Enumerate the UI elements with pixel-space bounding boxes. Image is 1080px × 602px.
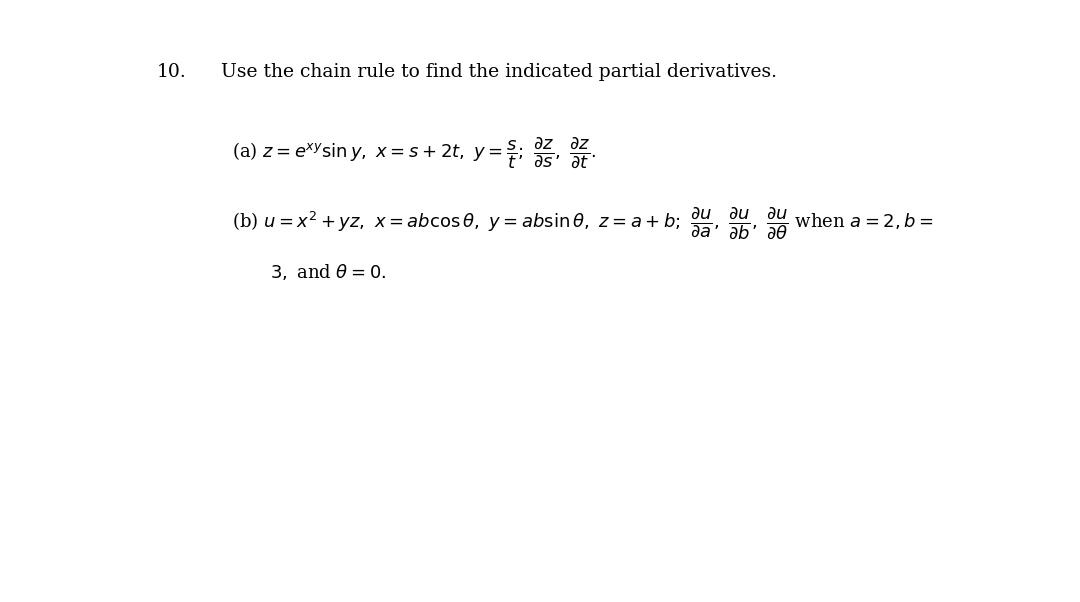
Text: Use the chain rule to find the indicated partial derivatives.: Use the chain rule to find the indicated… xyxy=(221,63,778,81)
Text: (b) $u = x^2 + yz,\ x = ab\cos\theta,\ y = ab\sin\theta,\ z = a + b;\ \dfrac{\pa: (b) $u = x^2 + yz,\ x = ab\cos\theta,\ y… xyxy=(232,205,934,241)
Text: $3,$ and $\theta = 0.$: $3,$ and $\theta = 0.$ xyxy=(270,262,387,282)
Text: 10.: 10. xyxy=(157,63,187,81)
Text: (a) $z = e^{xy} \sin y,\ x = s + 2t,\ y = \dfrac{s}{t};\ \dfrac{\partial z}{\par: (a) $z = e^{xy} \sin y,\ x = s + 2t,\ y … xyxy=(232,135,596,170)
